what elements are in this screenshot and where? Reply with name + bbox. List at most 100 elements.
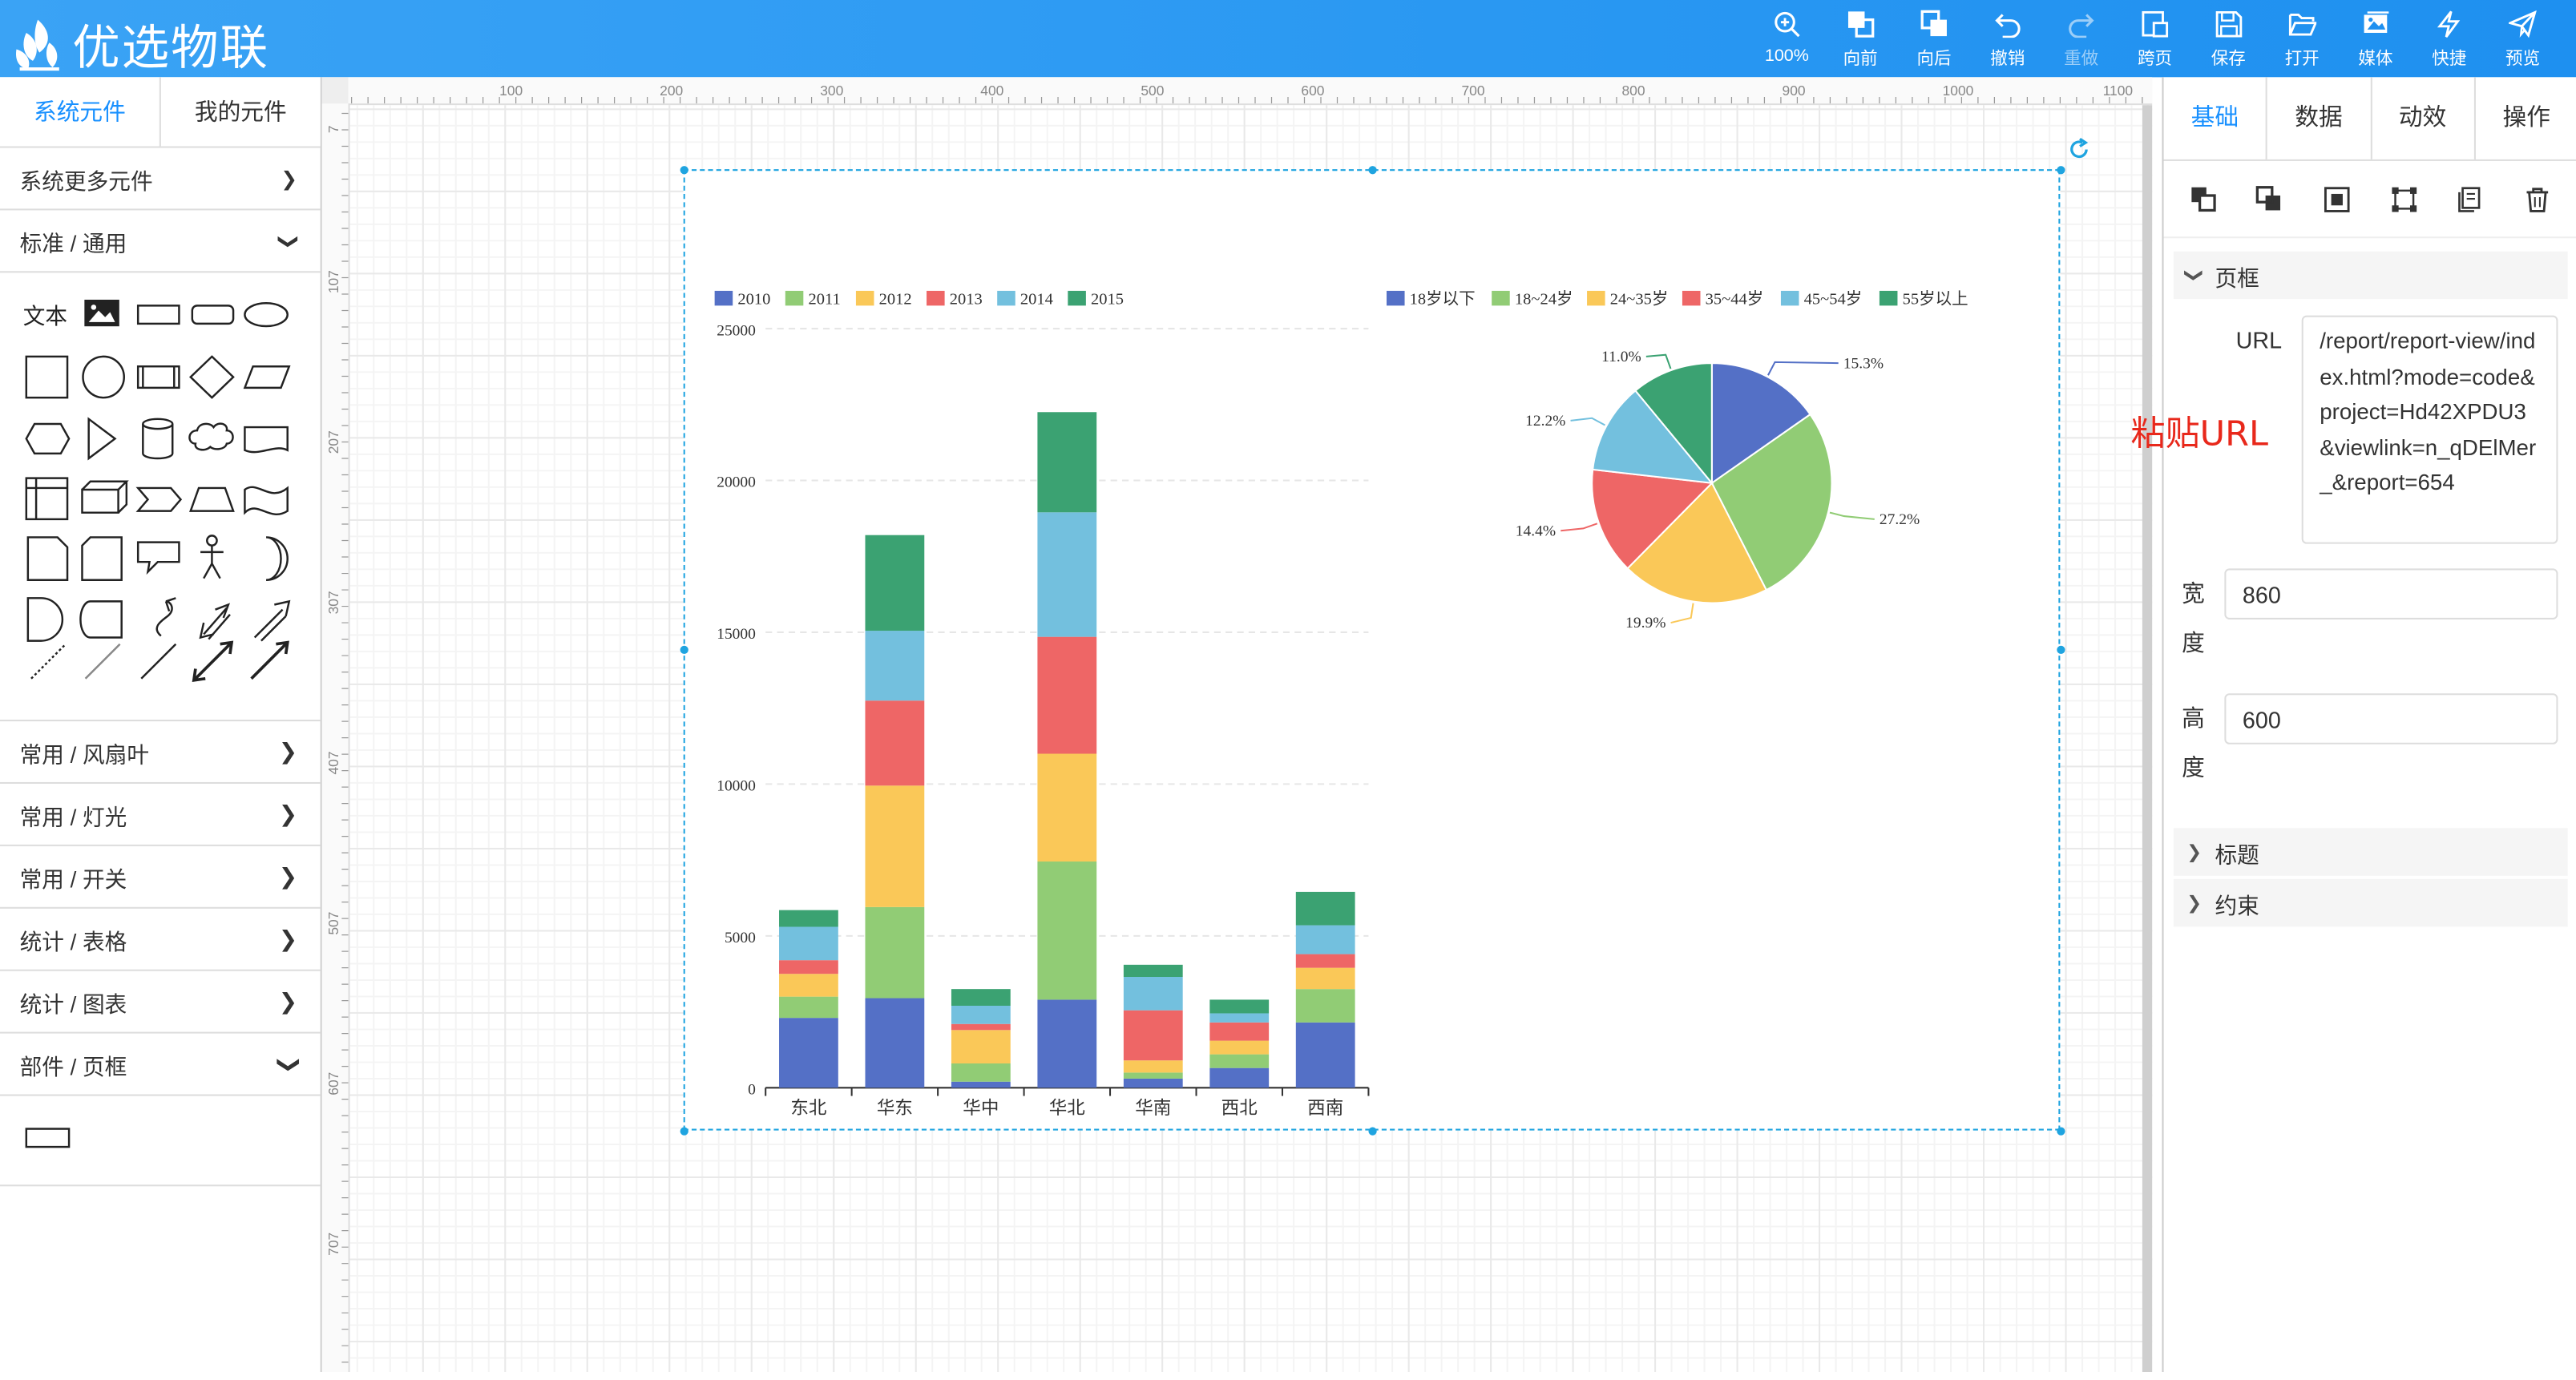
frame-section-header[interactable]: ❯ 页框: [2173, 251, 2568, 300]
shape-square[interactable]: [25, 355, 69, 399]
shape-double-arrow-line[interactable]: [192, 640, 234, 682]
iframe-component[interactable]: 2010 2011 2012 2013 2014 2015 0 5000 10000 15000 2…: [683, 169, 2061, 1131]
shape-crescent[interactable]: [265, 536, 289, 581]
shape-text[interactable]: 文本: [23, 303, 67, 329]
toolbar-button-send-backward[interactable]: 向后: [1897, 10, 1971, 71]
component-group-header[interactable]: 常用 / 风扇叶 ❯: [0, 721, 321, 784]
y-tick-label: 20000: [717, 474, 756, 491]
shape-hexagon[interactable]: [25, 422, 71, 455]
shape-card[interactable]: [81, 536, 123, 581]
shape-delay[interactable]: [26, 597, 64, 642]
shape-diamond[interactable]: [188, 355, 235, 399]
shape-curve-arrow[interactable]: [155, 597, 176, 637]
shape-callout[interactable]: [136, 541, 180, 575]
x-tick-label: 华南: [1135, 1098, 1171, 1118]
toolbar-button-redo[interactable]: 重做: [2045, 10, 2118, 71]
shape-page[interactable]: [26, 536, 69, 581]
ruler-top-label: 900: [1783, 83, 1806, 99]
resize-handle-tr[interactable]: [2057, 166, 2065, 175]
tab-basic[interactable]: 基础: [2190, 105, 2239, 132]
shape-circle[interactable]: [82, 355, 125, 399]
trash-icon[interactable]: [2524, 185, 2552, 213]
toolbar-button-lightning[interactable]: 快捷: [2412, 10, 2486, 71]
y-tick-label: 0: [748, 1081, 756, 1098]
toolbar-button-folder-open[interactable]: 打开: [2265, 10, 2339, 71]
toolbar-button-label: 撤销: [1990, 49, 2025, 70]
ruler-top-label: 500: [1141, 83, 1164, 99]
resize-handle-t[interactable]: [1368, 166, 1377, 175]
shape-trapezoid[interactable]: [189, 486, 235, 512]
url-textarea[interactable]: /report/report-view/index.html?mode=code…: [2301, 315, 2558, 544]
tab-data[interactable]: 数据: [2266, 77, 2370, 159]
toolbar-button-media[interactable]: 媒体: [2339, 10, 2412, 71]
title-section-header[interactable]: ❯ 标题: [2173, 828, 2568, 876]
url-field: URL /report/report-view/index.html?mode=…: [2164, 315, 2558, 544]
pie-label-line: [1767, 361, 1839, 376]
height-input[interactable]: [2224, 693, 2558, 744]
resize-handle-tl[interactable]: [680, 166, 688, 175]
ruler-top: 100 200 300 400 500 600 700 800 900 1000 1100: [348, 77, 2153, 106]
tab-system-components[interactable]: 系统元件: [0, 77, 159, 147]
shape-dotted-line[interactable]: [30, 643, 67, 680]
constraint-section-header[interactable]: ❯ 约束: [2173, 878, 2568, 927]
component-group-header[interactable]: 常用 / 灯光 ❯: [0, 784, 321, 846]
component-group-label: 统计 / 图表: [19, 991, 127, 1017]
shape-rectangle[interactable]: [136, 305, 180, 325]
shape-hollow-arrow[interactable]: [253, 599, 291, 642]
tab-animation[interactable]: 动效: [2369, 77, 2474, 159]
shape-thin-line[interactable]: [84, 643, 121, 680]
shape-image[interactable]: [84, 299, 119, 327]
shape-document[interactable]: [244, 426, 289, 454]
shape-stored-data[interactable]: [79, 600, 123, 639]
shape-triangle[interactable]: [87, 417, 117, 461]
toolbar-button-zoom-in[interactable]: 100%: [1750, 10, 1823, 71]
shape-grid: 文本: [23, 299, 291, 682]
send-to-back-icon[interactable]: [2256, 185, 2284, 213]
bring-to-front-icon[interactable]: [2190, 185, 2218, 213]
shape-cube[interactable]: [81, 480, 129, 514]
toolbar-button-save[interactable]: 保存: [2191, 10, 2265, 71]
rotate-handle-icon[interactable]: [2069, 138, 2092, 161]
resize-handle-br[interactable]: [2057, 1127, 2065, 1136]
tab-action[interactable]: 操作: [2473, 77, 2576, 159]
shape-arrow-line[interactable]: [250, 640, 289, 680]
component-group-header[interactable]: 统计 / 图表 ❯: [0, 971, 321, 1034]
toolbar-button-send[interactable]: 预览: [2486, 10, 2560, 71]
shape-process[interactable]: [136, 365, 180, 389]
component-group-header[interactable]: 统计 / 表格 ❯: [0, 909, 321, 971]
group-icon[interactable]: [2324, 185, 2352, 213]
x-tick-label: 西北: [1221, 1098, 1258, 1118]
ungroup-icon[interactable]: [2390, 185, 2418, 213]
resize-handle-l[interactable]: [680, 645, 688, 655]
shape-actor[interactable]: [200, 535, 224, 579]
left-tabs: 系统元件 我的元件: [0, 77, 321, 148]
shape-ellipse[interactable]: [244, 302, 289, 328]
shape-internal-storage[interactable]: [25, 477, 69, 521]
toolbar-button-cross-page[interactable]: 跨页: [2118, 10, 2192, 71]
vertical-scrollbar[interactable]: [2142, 105, 2153, 1373]
resize-handle-b[interactable]: [1368, 1127, 1377, 1136]
tab-my-components[interactable]: 我的元件: [159, 77, 321, 147]
toolbar-button-bring-forward[interactable]: 向前: [1823, 10, 1897, 71]
component-group-header[interactable]: 常用 / 开关 ❯: [0, 846, 321, 909]
copy-icon[interactable]: [2457, 185, 2485, 213]
standard-group-header[interactable]: 标准 / 通用 ❯: [0, 210, 321, 273]
shape-tape[interactable]: [244, 486, 289, 516]
shape-step[interactable]: [135, 486, 183, 512]
shape-cloud[interactable]: [188, 422, 234, 451]
shape-iframe[interactable]: [25, 1125, 74, 1152]
shape-parallelogram[interactable]: [243, 365, 291, 389]
resize-handle-bl[interactable]: [680, 1127, 688, 1136]
toolbar-button-undo[interactable]: 撤销: [1971, 10, 2045, 71]
shape-rounded-rectangle[interactable]: [191, 305, 235, 325]
shape-double-arrow[interactable]: [199, 603, 231, 640]
width-input[interactable]: [2224, 568, 2558, 619]
resize-handle-r[interactable]: [2057, 645, 2065, 655]
frame-group-label: 部件 / 页框: [19, 1054, 127, 1079]
bar-segment: [865, 785, 925, 907]
shape-cylinder[interactable]: [142, 418, 174, 460]
frame-group-header[interactable]: 部件 / 页框 ❯: [0, 1034, 321, 1096]
frame-palette: [0, 1096, 321, 1187]
more-components-row[interactable]: 系统更多元件 ❯: [0, 148, 321, 211]
shape-line[interactable]: [140, 643, 177, 680]
